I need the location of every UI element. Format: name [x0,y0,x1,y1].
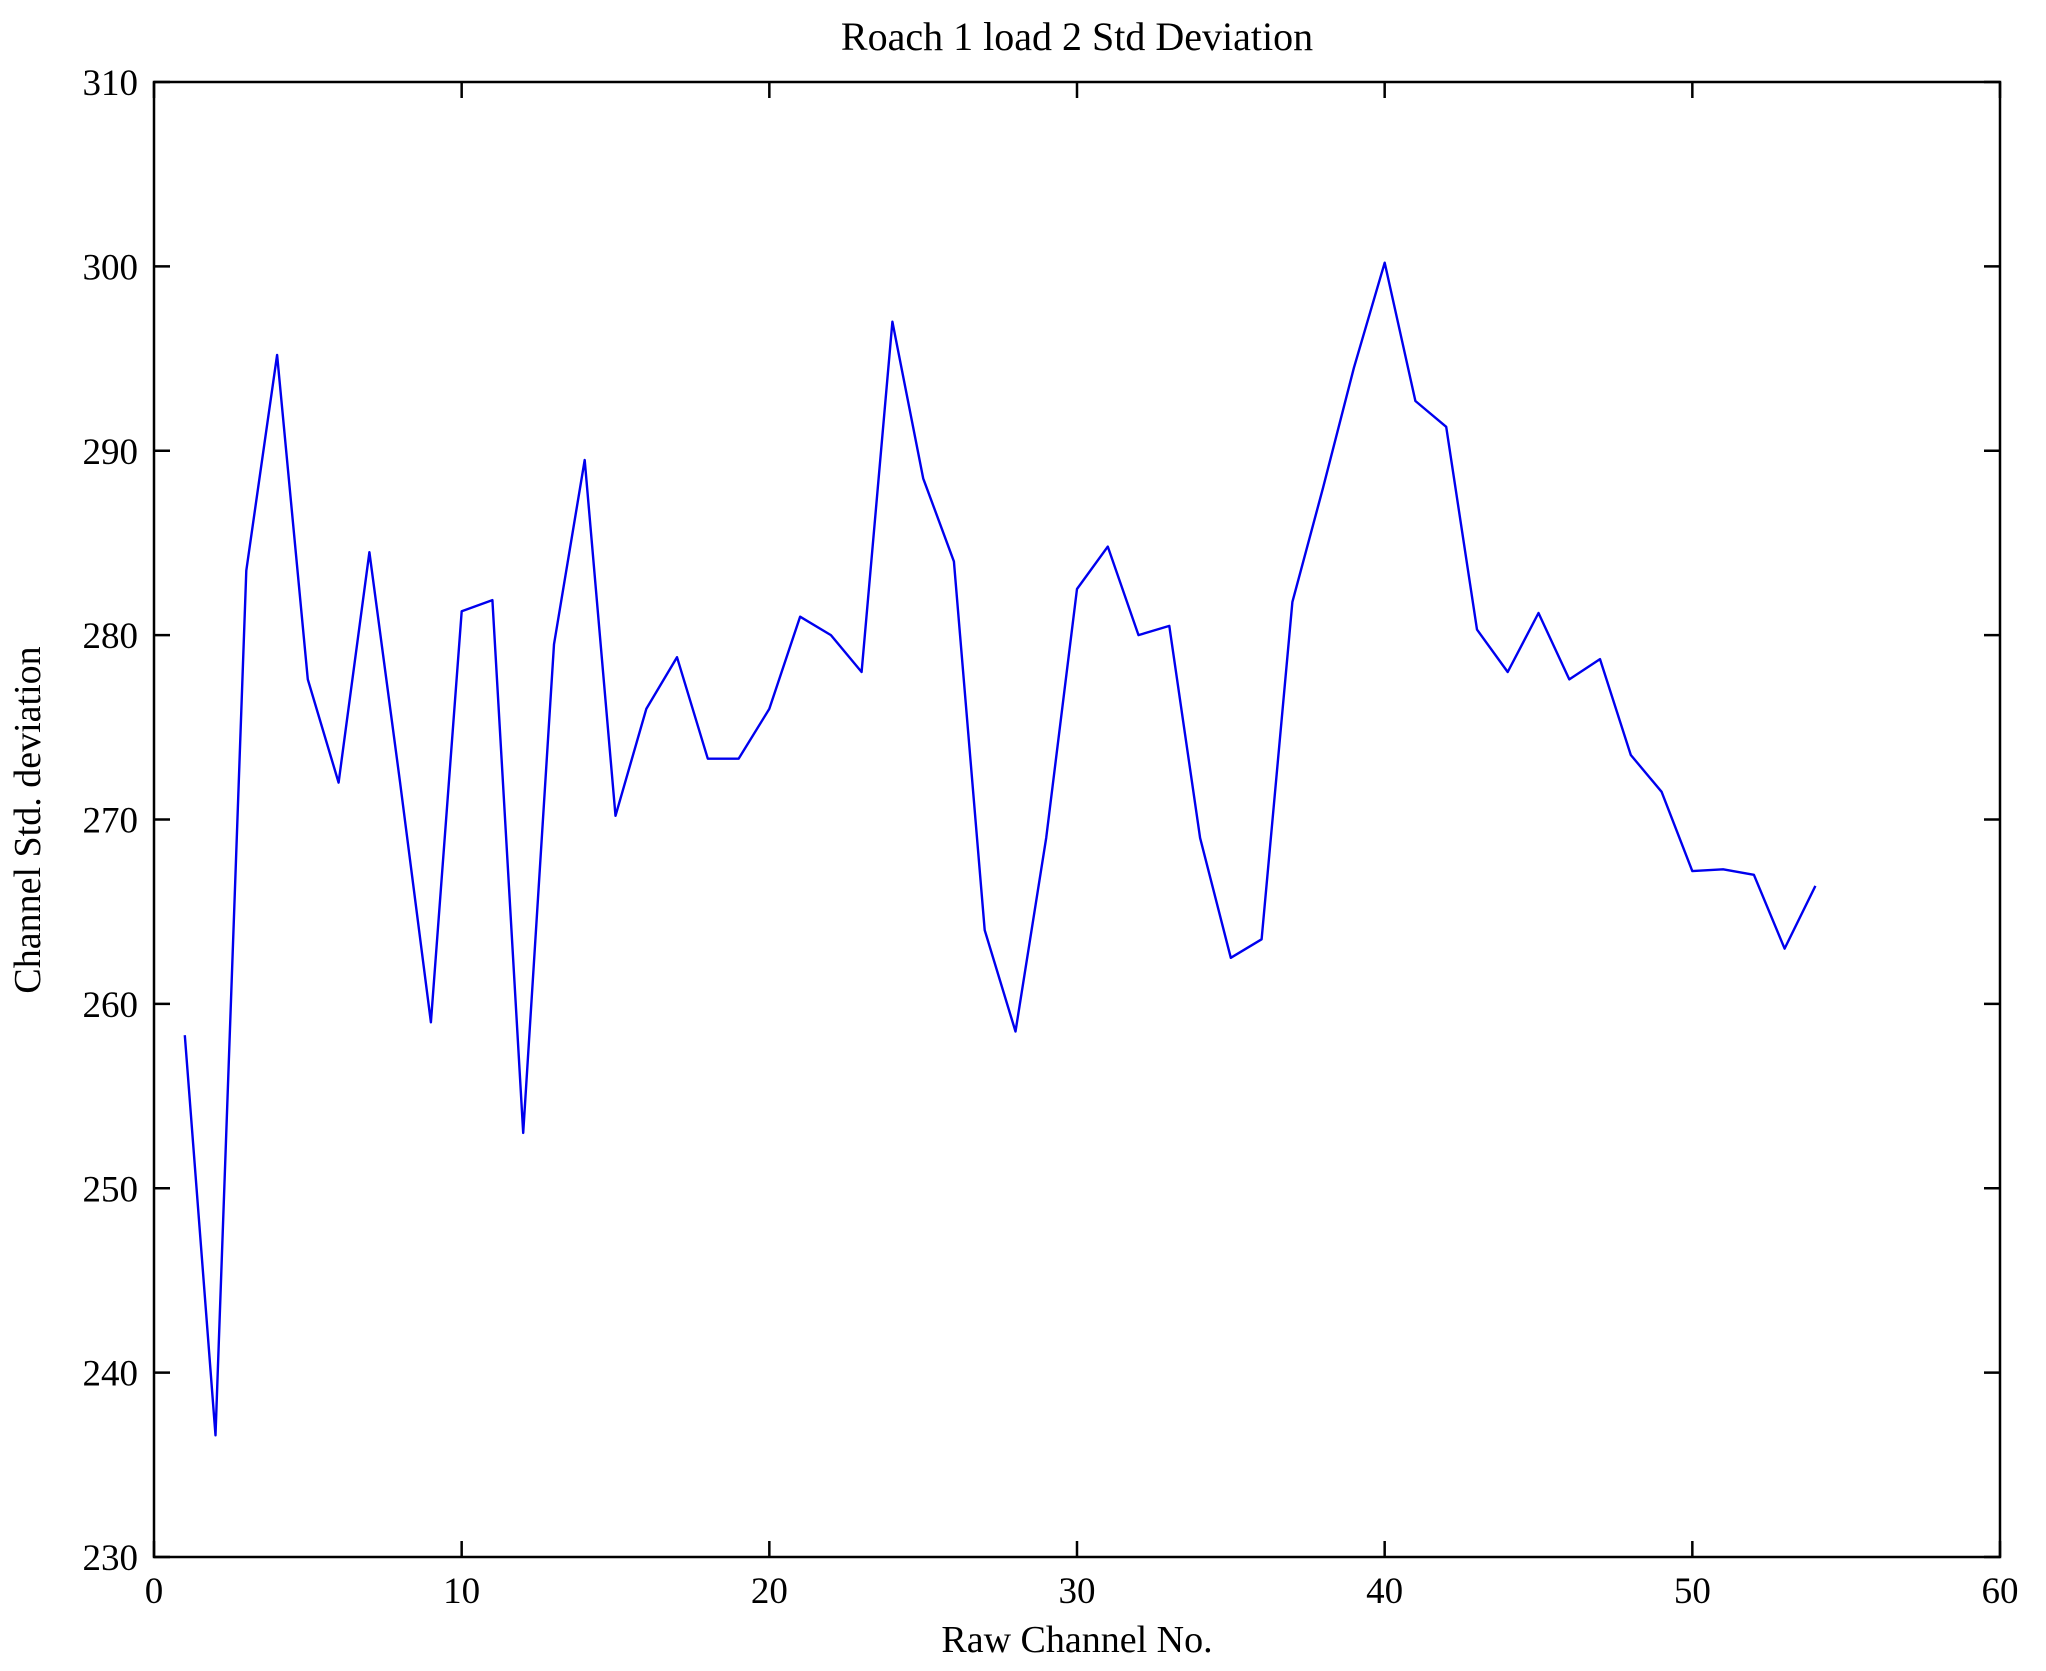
y-tick-label: 230 [83,1538,139,1579]
data-line [183,261,1817,1437]
x-tick-label: 50 [1674,1571,1711,1612]
x-tick-label: 60 [1982,1571,2019,1612]
x-tick-label: 20 [751,1571,788,1612]
axes-box [152,80,2002,1559]
y-tick-label: 270 [83,801,139,842]
y-tick-label: 280 [83,616,139,657]
y-tick-label: 240 [83,1354,139,1395]
y-tick-label: 290 [83,432,139,473]
x-tick-label: 40 [1366,1571,1403,1612]
y-axis-label: Channel Std. deviation [7,646,49,993]
y-tick-label: 250 [83,1169,139,1210]
x-tick-label: 10 [443,1571,480,1612]
x-tick-label: 30 [1059,1571,1096,1612]
x-axis-label: Raw Channel No. [941,1619,1212,1661]
x-tick-label: 0 [145,1571,164,1612]
y-tick-label: 310 [83,63,139,104]
chart-title: Roach 1 load 2 Std Deviation [841,14,1313,59]
y-tick-label: 300 [83,247,139,288]
y-tick-label: 260 [83,985,139,1026]
